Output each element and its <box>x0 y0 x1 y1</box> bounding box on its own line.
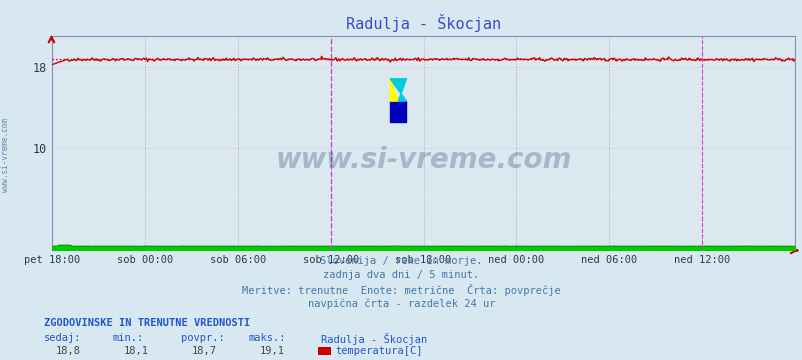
Text: sedaj:: sedaj: <box>44 333 82 343</box>
Text: maks.:: maks.: <box>249 333 286 343</box>
Text: 18,7: 18,7 <box>192 346 217 356</box>
Text: 18,1: 18,1 <box>124 346 148 356</box>
Text: www.si-vreme.com: www.si-vreme.com <box>275 146 571 174</box>
Text: min.:: min.: <box>112 333 144 343</box>
Text: temperatura[C]: temperatura[C] <box>335 346 423 356</box>
Text: www.si-vreme.com: www.si-vreme.com <box>1 118 10 192</box>
Title: Radulja - Škocjan: Radulja - Škocjan <box>346 14 500 32</box>
Polygon shape <box>390 79 398 101</box>
Text: navpična črta - razdelek 24 ur: navpična črta - razdelek 24 ur <box>307 299 495 309</box>
Text: 18,8: 18,8 <box>55 346 80 356</box>
Text: povpr.:: povpr.: <box>180 333 224 343</box>
Polygon shape <box>390 79 406 101</box>
Text: 19,1: 19,1 <box>260 346 285 356</box>
Text: Meritve: trenutne  Enote: metrične  Črta: povprečje: Meritve: trenutne Enote: metrične Črta: … <box>242 284 560 296</box>
Text: Radulja - Škocjan: Radulja - Škocjan <box>321 333 427 345</box>
Polygon shape <box>390 101 406 122</box>
Text: zadnja dva dni / 5 minut.: zadnja dva dni / 5 minut. <box>323 270 479 280</box>
Text: Slovenija / reke in morje.: Slovenija / reke in morje. <box>320 256 482 266</box>
Text: ZGODOVINSKE IN TRENUTNE VREDNOSTI: ZGODOVINSKE IN TRENUTNE VREDNOSTI <box>44 318 250 328</box>
